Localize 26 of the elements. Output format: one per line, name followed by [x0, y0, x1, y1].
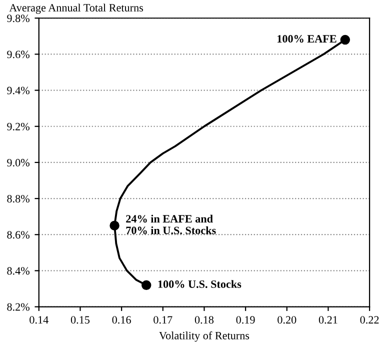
y-tick-label: 9.4% [7, 86, 30, 94]
x-tick-label: 0.18 [194, 316, 214, 324]
x-tick-label: 0.20 [278, 316, 296, 324]
x-tick-label: 0.16 [112, 316, 131, 324]
point [142, 280, 152, 290]
x-tick-label: 0.22 [360, 316, 379, 324]
y-axis-title: Average Annual Total Returns [9, 4, 144, 14]
y-tick-label: 9.2% [7, 122, 30, 130]
y-tick-label: 8.4% [7, 267, 30, 275]
point [340, 34, 350, 45]
x-tick-label: 0.15 [70, 316, 90, 324]
y-tick-label: 9.6% [7, 50, 30, 58]
x-tick-label: 0.17 [154, 316, 172, 324]
annotation: 100% EAFE [278, 35, 336, 43]
x-tick-label: 0.14 [30, 316, 48, 324]
x-axis-title: Volatility of Returns [159, 331, 250, 342]
point [110, 220, 120, 230]
x-tick-label: 0.19 [236, 316, 255, 324]
annotation: 100% U.S. Stocks [158, 280, 242, 288]
y-tick-label: 9.8% [7, 14, 30, 22]
y-tick-label: 8.6% [7, 231, 30, 239]
x-tick-label: 0.21 [318, 316, 338, 324]
y-tick-label: 9.0% [7, 158, 30, 166]
annotation: 24% in EAFE and 70% in U.S. Stocks [126, 214, 216, 234]
y-tick-label: 8.2% [7, 303, 30, 311]
y-tick-label: 8.8% [7, 194, 30, 203]
